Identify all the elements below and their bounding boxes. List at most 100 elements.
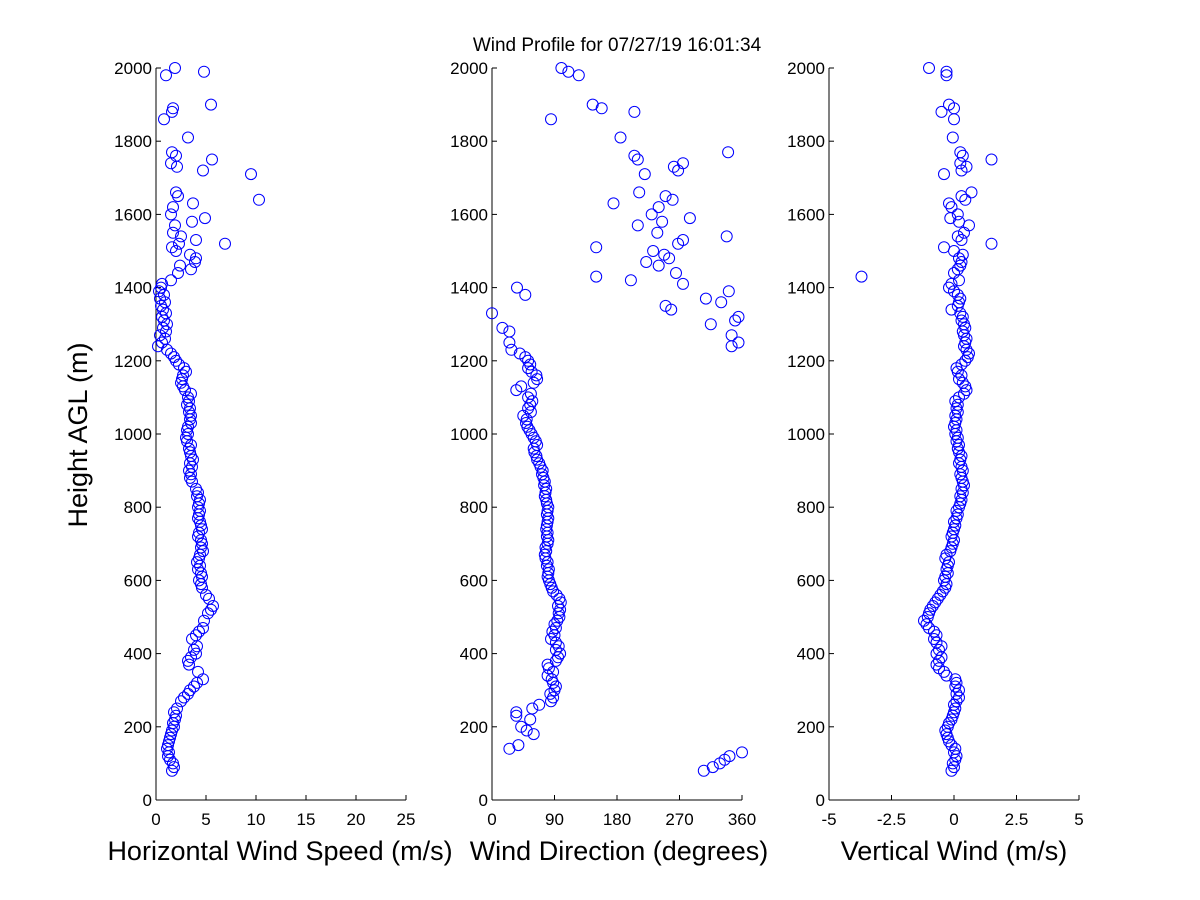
data-point xyxy=(699,292,712,305)
data-point xyxy=(515,380,528,393)
data-point xyxy=(195,567,207,580)
x-tick-label: 20 xyxy=(347,810,366,829)
data-point xyxy=(943,281,955,294)
data-point xyxy=(670,267,682,279)
data-point xyxy=(677,277,689,290)
data-point xyxy=(513,347,526,360)
data-point xyxy=(165,208,177,221)
data-point xyxy=(182,131,194,144)
y-tick-label: 1000 xyxy=(114,425,152,444)
data-point xyxy=(628,149,641,162)
data-point xyxy=(590,241,603,254)
data-point xyxy=(732,310,745,323)
data-point xyxy=(951,230,964,243)
data-point xyxy=(541,658,554,671)
data-point xyxy=(496,321,509,334)
data-point xyxy=(549,643,562,656)
data-point xyxy=(736,746,748,759)
x-axis-label-vertical: Vertical Wind (m/s) xyxy=(841,836,1068,866)
data-point xyxy=(200,589,212,601)
y-tick-label: 1200 xyxy=(787,352,825,371)
x-axis-label-direction: Wind Direction (degrees) xyxy=(470,836,769,866)
data-point xyxy=(943,98,955,111)
data-point xyxy=(169,219,181,232)
data-point xyxy=(965,186,978,199)
data-point xyxy=(526,395,539,408)
data-point xyxy=(930,629,943,642)
data-point xyxy=(953,215,965,228)
data-point xyxy=(156,336,168,349)
data-point xyxy=(955,234,968,246)
data-point xyxy=(185,263,197,276)
y-tick-label: 1200 xyxy=(450,352,488,371)
data-point xyxy=(631,219,644,232)
y-tick-label: 1600 xyxy=(450,205,488,224)
data-point xyxy=(683,212,696,225)
data-point xyxy=(722,285,735,298)
data-point xyxy=(658,248,671,261)
data-point xyxy=(553,592,566,605)
data-point xyxy=(723,750,736,763)
x-axis-label-speed: Horizontal Wind Speed (m/s) xyxy=(107,836,452,866)
y-tick-label: 800 xyxy=(797,498,825,517)
x-tick-label: 25 xyxy=(397,810,416,829)
data-point xyxy=(951,208,964,221)
data-point xyxy=(645,208,658,221)
y-tick-label: 1400 xyxy=(450,279,488,298)
data-point xyxy=(526,702,539,715)
data-point xyxy=(194,493,206,506)
data-point xyxy=(167,201,179,214)
data-point xyxy=(165,347,177,360)
y-tick-label: 2000 xyxy=(787,59,825,78)
data-point xyxy=(197,164,209,177)
data-point xyxy=(207,600,219,612)
data-point xyxy=(190,482,202,495)
data-point xyxy=(948,267,960,279)
data-point xyxy=(590,270,603,283)
x-tick-label: 5 xyxy=(1074,810,1083,829)
data-point xyxy=(177,369,189,382)
panel-direction: 0 200 400 600 800 1000 1200 1400 1600 1800 2000 0 90… xyxy=(450,59,768,866)
data-point xyxy=(545,633,557,645)
data-point xyxy=(656,215,669,228)
data-point xyxy=(959,193,972,206)
data-point xyxy=(182,654,194,667)
data-point xyxy=(187,197,199,210)
data-point xyxy=(186,215,198,228)
y-tick-label: 800 xyxy=(124,498,152,517)
data-point xyxy=(725,329,738,342)
data-point xyxy=(938,168,950,181)
y-tick-label: 1800 xyxy=(787,132,825,151)
data-point xyxy=(522,354,535,367)
data-point xyxy=(203,592,215,605)
data-point xyxy=(945,201,958,214)
data-point xyxy=(951,431,964,444)
data-point xyxy=(659,190,672,203)
data-point xyxy=(190,234,202,246)
data-point xyxy=(953,373,965,386)
data-point xyxy=(510,709,523,722)
data-point xyxy=(184,684,196,697)
data-point xyxy=(640,256,653,268)
data-point xyxy=(732,336,745,349)
y-tick-label: 400 xyxy=(797,645,825,664)
data-point xyxy=(168,351,180,364)
data-point xyxy=(704,318,717,331)
data-point xyxy=(525,365,538,378)
data-point xyxy=(951,398,964,411)
data-point xyxy=(595,102,608,115)
data-point xyxy=(949,742,962,755)
data-point xyxy=(945,739,958,752)
data-point xyxy=(531,453,544,466)
data-point xyxy=(923,62,935,74)
data-point xyxy=(545,113,557,126)
data-point xyxy=(182,420,194,433)
data-point xyxy=(985,237,998,250)
data-point xyxy=(958,318,970,331)
data-point xyxy=(555,62,568,74)
data-point xyxy=(171,702,183,715)
data-point xyxy=(527,728,540,741)
data-point xyxy=(172,267,184,279)
y-tick-label: 1000 xyxy=(787,425,825,444)
